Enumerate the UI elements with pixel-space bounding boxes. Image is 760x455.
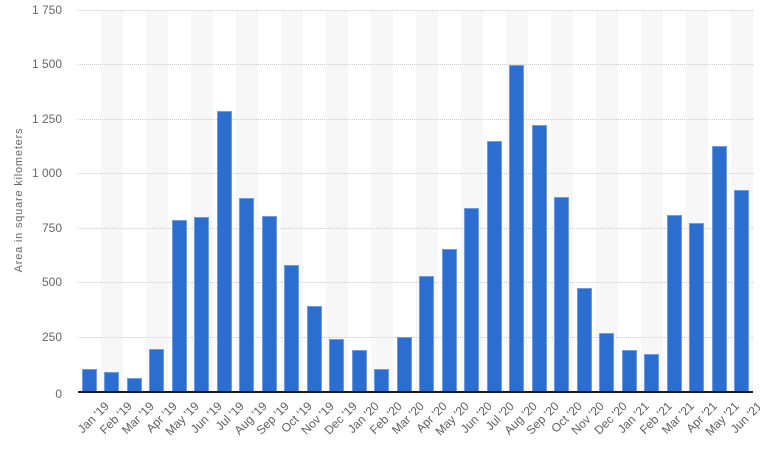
column-stripe <box>325 10 348 391</box>
column-stripe <box>100 10 123 391</box>
bar-feb-21 <box>644 354 660 391</box>
column-stripe <box>370 10 393 391</box>
bar-jun-20 <box>464 208 480 391</box>
bar-jan-21 <box>621 350 637 391</box>
y-tick-label: 750 <box>41 220 62 235</box>
bar-jun-19 <box>194 217 210 391</box>
bar-mar-19 <box>126 378 142 391</box>
bar-may-21 <box>711 146 727 391</box>
bar-mar-20 <box>396 337 412 391</box>
gridline <box>78 282 753 284</box>
y-tick-label: 1 500 <box>31 57 62 72</box>
y-tick-label: 0 <box>55 387 62 401</box>
bar-apr-21 <box>689 223 705 391</box>
y-axis-title: Area in square kilometers <box>13 127 25 273</box>
gridline <box>78 10 753 11</box>
bar-dec-19 <box>329 339 345 391</box>
bar-mar-21 <box>666 215 682 391</box>
bar-apr-20 <box>419 276 435 391</box>
y-tick-label: 250 <box>41 329 62 344</box>
bar-jul-19 <box>216 111 232 391</box>
y-tick-label: 1 250 <box>31 111 62 126</box>
gridline <box>78 227 753 229</box>
bar-dec-20 <box>599 333 615 391</box>
column-stripe <box>595 10 618 391</box>
bar-feb-19 <box>104 372 120 391</box>
bar-sep-20 <box>531 125 547 391</box>
gridline <box>78 64 753 66</box>
bar-aug-20 <box>509 65 525 391</box>
bar-sep-19 <box>261 216 277 391</box>
bar-aug-19 <box>239 198 255 391</box>
bar-may-19 <box>171 220 187 391</box>
bar-oct-20 <box>554 197 570 391</box>
bar-jan-20 <box>351 350 367 391</box>
gridline <box>78 118 753 120</box>
y-tick-label: 500 <box>41 275 62 290</box>
gridline <box>78 336 753 338</box>
bar-jan-19 <box>81 369 97 391</box>
y-tick-label: 1 750 <box>31 3 62 17</box>
y-tick-label: 1 000 <box>31 166 62 181</box>
column-stripe <box>640 10 663 391</box>
bar-nov-20 <box>576 288 592 391</box>
bar-nov-19 <box>306 306 322 391</box>
column-stripe <box>145 10 168 391</box>
bar-oct-19 <box>284 265 300 391</box>
bar-jul-20 <box>486 141 502 391</box>
bar-may-20 <box>441 249 457 391</box>
gridline <box>78 173 753 175</box>
x-axis-line <box>78 391 753 393</box>
bar-jun-21 <box>734 190 750 391</box>
bar-feb-20 <box>374 369 390 391</box>
bar-apr-19 <box>149 349 165 391</box>
